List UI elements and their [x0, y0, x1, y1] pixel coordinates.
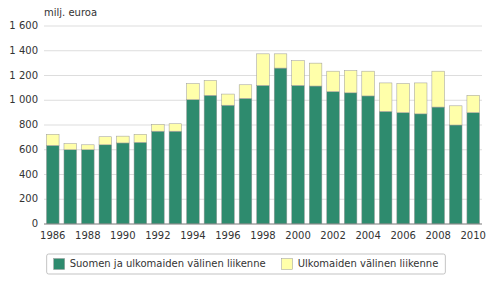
bar: [344, 93, 357, 224]
bar: [99, 137, 112, 145]
bar: [292, 85, 305, 224]
bar: [257, 54, 270, 86]
y-axis: 0 200 400 600 800 1 000 1 200 1 400 1 600: [9, 20, 38, 229]
grid: [44, 26, 482, 224]
y-tick-label: 1 400: [9, 45, 38, 56]
bar: [379, 111, 392, 224]
legend: Suomen ja ulkomaiden välinen liikenne Ulk…: [47, 254, 446, 274]
y-tick-label: 1 600: [9, 20, 38, 31]
bar: [239, 98, 252, 224]
bar: [64, 150, 77, 224]
bar: [274, 68, 287, 224]
bar: [99, 145, 112, 224]
bar: [134, 142, 147, 224]
bar: [432, 107, 445, 224]
bar: [414, 83, 427, 114]
x-tick-label: 2002: [320, 230, 345, 241]
bar: [81, 145, 94, 150]
bar: [449, 125, 462, 224]
bar: [187, 84, 200, 100]
bar: [204, 95, 217, 224]
bars: [46, 54, 479, 224]
x-tick-label: 1996: [215, 230, 240, 241]
bar: [327, 92, 340, 224]
bar: [46, 134, 59, 145]
x-tick-label: 2004: [355, 230, 380, 241]
bar: [379, 83, 392, 111]
x-tick-label: 1992: [145, 230, 170, 241]
bar: [274, 54, 287, 68]
bar: [449, 106, 462, 125]
bar: [239, 85, 252, 99]
grid-line: [44, 50, 482, 51]
bar: [152, 131, 165, 224]
bar: [467, 113, 480, 224]
grid-line: [44, 26, 482, 27]
legend-label: Ulkomaiden välinen liikenne: [298, 258, 439, 269]
bar: [432, 71, 445, 107]
x-tick-label: 2008: [425, 230, 450, 241]
y-axis-label: milj. euroa: [44, 7, 97, 18]
bar: [117, 136, 130, 143]
bar: [64, 144, 77, 150]
x-tick-label: 2006: [390, 230, 415, 241]
bar: [204, 80, 217, 95]
y-tick-label: 1 000: [9, 94, 38, 105]
bar: [327, 71, 340, 91]
x-tick-label: 1988: [75, 230, 100, 241]
grid-line: [44, 224, 482, 225]
bar: [222, 105, 235, 224]
y-tick-label: 200: [19, 193, 38, 204]
bar: [117, 143, 130, 224]
x-tick-label: 2000: [285, 230, 310, 241]
y-tick-label: 800: [19, 119, 38, 130]
bar: [414, 114, 427, 224]
bar: [169, 124, 182, 131]
bar: [397, 84, 410, 113]
x-tick-label: 1990: [110, 230, 135, 241]
bar: [292, 61, 305, 86]
bar: [134, 134, 147, 142]
x-axis: 1986 1988 1990 1992 1994 1996 1998 2000 2002 2004…: [40, 224, 486, 241]
y-tick-label: 0: [32, 218, 38, 229]
bar: [362, 71, 375, 96]
legend-label: Suomen ja ulkomaiden välinen liikenne: [70, 258, 266, 269]
bar: [169, 131, 182, 224]
legend-swatch: [54, 259, 65, 270]
bar: [309, 86, 322, 224]
bar: [222, 94, 235, 105]
bar: [344, 71, 357, 93]
legend-frame: [47, 254, 446, 274]
bar: [362, 96, 375, 224]
x-tick-label: 1998: [250, 230, 275, 241]
y-tick-label: 400: [19, 169, 38, 180]
chart: 0 200 400 600 800 1 000 1 200 1 400 1 600 milj. e…: [0, 0, 492, 290]
bar: [257, 85, 270, 224]
bar: [187, 100, 200, 224]
y-tick-label: 1 200: [9, 70, 38, 81]
x-tick-label: 1994: [180, 230, 205, 241]
x-axis-line: [44, 224, 482, 225]
bar: [309, 63, 322, 86]
bar: [397, 113, 410, 224]
bar: [467, 95, 480, 112]
bar: [81, 150, 94, 224]
legend-swatch: [282, 259, 293, 270]
y-tick-label: 600: [19, 144, 38, 155]
background: [0, 0, 492, 290]
x-tick-label: 1986: [40, 230, 65, 241]
x-tick-label: 2010: [461, 230, 486, 241]
bar: [152, 124, 165, 131]
bar: [46, 145, 59, 224]
